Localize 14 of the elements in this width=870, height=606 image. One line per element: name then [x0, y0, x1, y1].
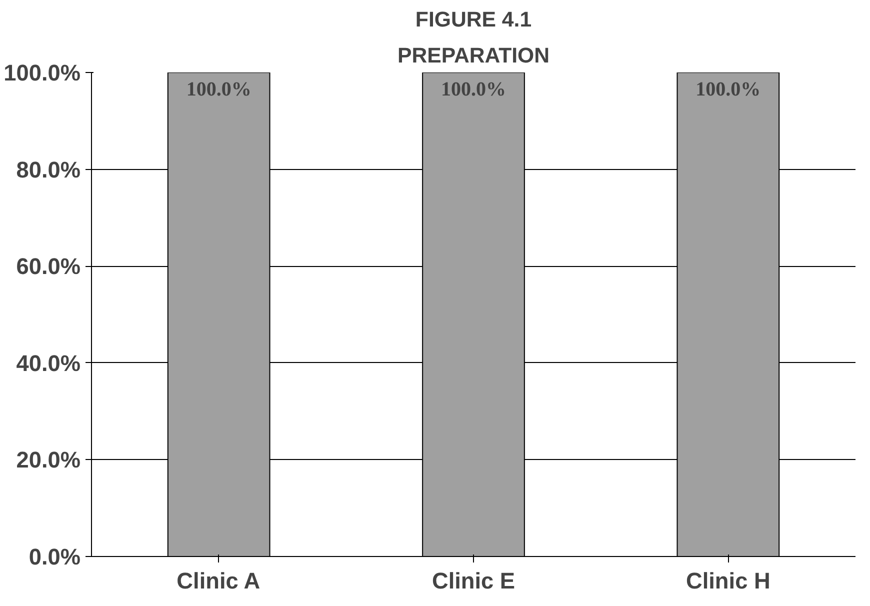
- y-tick-label: 0.0%: [28, 544, 80, 570]
- x-tick-label: Clinic E: [432, 568, 516, 594]
- x-tick-label: Clinic A: [176, 568, 260, 594]
- y-tick-label: 60.0%: [16, 253, 81, 280]
- y-tick-label: 80.0%: [16, 156, 81, 182]
- y-tick-label: 20.0%: [16, 446, 81, 473]
- y-tick-label: 40.0%: [16, 350, 81, 376]
- y-tick-label: 100.0%: [4, 60, 81, 86]
- chart-title: FIGURE 4.1: [415, 8, 532, 32]
- chart-subtitle: PREPARATION: [397, 44, 550, 68]
- data-label: 100.0%: [186, 78, 252, 100]
- data-label: 100.0%: [441, 78, 506, 100]
- data-label: 100.0%: [696, 78, 761, 100]
- x-tick-label: Clinic H: [686, 568, 770, 594]
